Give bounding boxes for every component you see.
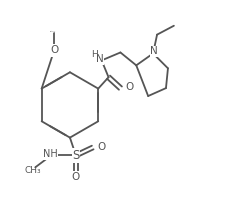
Text: CH₃: CH₃ xyxy=(24,166,41,175)
Text: O: O xyxy=(50,46,58,55)
Text: S: S xyxy=(72,149,80,162)
Text: methoxy: methoxy xyxy=(50,29,56,30)
Text: methoxy: methoxy xyxy=(51,28,57,29)
Text: H: H xyxy=(91,50,97,59)
Text: methoxy: methoxy xyxy=(51,30,57,31)
Text: O: O xyxy=(97,142,105,152)
Text: N: N xyxy=(150,46,158,56)
Text: NH: NH xyxy=(43,149,57,159)
Text: O: O xyxy=(50,46,58,55)
Text: O: O xyxy=(51,45,59,55)
Text: O: O xyxy=(51,47,59,56)
Text: methoxy: methoxy xyxy=(34,26,71,35)
Text: methoxy: methoxy xyxy=(51,26,57,27)
Text: O: O xyxy=(125,82,134,92)
Text: O: O xyxy=(72,172,80,182)
Text: methoxy: methoxy xyxy=(50,31,56,32)
Text: N: N xyxy=(96,54,104,64)
